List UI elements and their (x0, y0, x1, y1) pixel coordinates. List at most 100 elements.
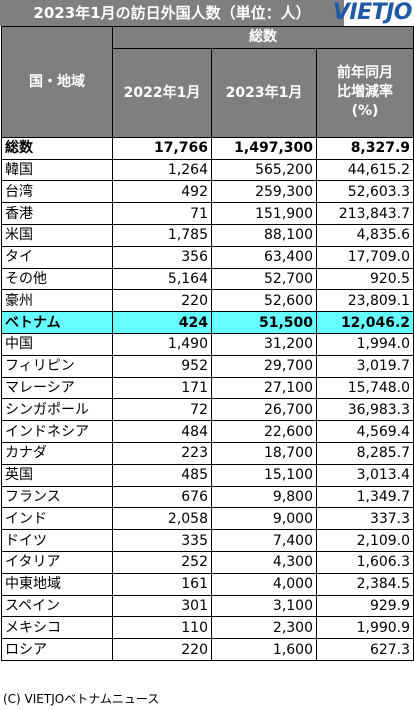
change-rate: 4,835.6 (315, 223, 414, 247)
value-2022: 252 (112, 550, 212, 574)
value-2023: 4,300 (211, 550, 317, 574)
value-2022: 952 (112, 354, 212, 378)
value-2023: 9,000 (211, 507, 317, 531)
region-name: フィリピン (1, 354, 113, 378)
table-row: その他 5,164 52,700 920.5 (1, 267, 414, 291)
change-rate: 4,569.4 (315, 420, 414, 443)
header-change-label: 前年同月比増減率(%) (337, 65, 394, 120)
value-2022: 301 (112, 594, 212, 618)
value-2023: 1,600 (211, 638, 317, 661)
change-rate: 2,384.5 (315, 572, 414, 596)
table-row: 英国 485 15,100 3,013.4 (1, 463, 414, 487)
change-rate: 929.9 (315, 594, 414, 618)
value-2023: 26,700 (211, 398, 317, 422)
value-2023: 88,100 (211, 223, 317, 247)
table-row: フランス 676 9,800 1,349.7 (1, 485, 414, 509)
region-name: マレーシア (1, 376, 113, 400)
region-name: 台湾 (1, 180, 113, 204)
change-rate: 1,994.0 (315, 332, 414, 356)
table-row: メキシコ 110 2,300 1,990.9 (1, 616, 414, 640)
change-rate: 3,019.7 (315, 354, 414, 378)
change-rate: 627.3 (315, 638, 414, 661)
region-name: 中東地域 (1, 572, 113, 596)
region-name: フランス (1, 485, 113, 509)
table-row: タイ 356 63,400 17,709.0 (1, 245, 414, 269)
value-2022: 484 (112, 420, 212, 443)
region-name: その他 (1, 267, 113, 291)
region-name: メキシコ (1, 616, 113, 640)
change-rate: 1,606.3 (315, 550, 414, 574)
region-name: イタリア (1, 550, 113, 574)
change-rate: 44,615.2 (315, 158, 414, 182)
region-name: インドネシア (1, 420, 113, 443)
value-2022: 485 (112, 463, 212, 487)
table-row: マレーシア 171 27,100 15,748.0 (1, 376, 414, 400)
vietjo-logo[interactable]: VIETJO (332, 0, 413, 25)
value-2022: 171 (112, 376, 212, 400)
header-region: 国・地域 (1, 26, 113, 138)
value-2022: 5,164 (112, 267, 212, 291)
table-row: インドネシア 484 22,600 4,569.4 (1, 420, 414, 443)
value-2023: 18,700 (211, 441, 317, 465)
region-name: ベトナム (1, 311, 113, 334)
table-row: 中国 1,490 31,200 1,994.0 (1, 332, 414, 356)
value-2023: 2,300 (211, 616, 317, 640)
change-rate: 8,285.7 (315, 441, 414, 465)
total-row: 総数 17,766 1,497,300 8,327.9 (1, 136, 414, 160)
change-rate: 213,843.7 (315, 202, 414, 225)
change-rate: 23,809.1 (315, 289, 414, 313)
change-rate: 36,983.3 (315, 398, 414, 422)
value-2023: 259,300 (211, 180, 317, 204)
visitor-table: 国・地域 総数 2022年1月 2023年1月 前年同月比増減率(%) 総数 17… (1, 26, 414, 661)
change-rate: 2,109.0 (315, 529, 414, 552)
value-2023: 4,000 (211, 572, 317, 596)
value-2022: 424 (112, 311, 212, 334)
value-2022: 110 (112, 616, 212, 640)
value-2022: 220 (112, 289, 212, 313)
region-name: 米国 (1, 223, 113, 247)
value-2022: 356 (112, 245, 212, 269)
table-row: インド 2,058 9,000 337.3 (1, 507, 414, 531)
value-2023: 9,800 (211, 485, 317, 509)
value-2023: 52,700 (211, 267, 317, 291)
value-2022: 17,766 (112, 136, 212, 160)
header-change: 前年同月比増減率(%) (315, 47, 414, 138)
change-rate: 15,748.0 (315, 376, 414, 400)
header-2022: 2022年1月 (112, 47, 212, 138)
change-rate: 920.5 (315, 267, 414, 291)
region-name: 総数 (1, 136, 113, 160)
value-2023: 27,100 (211, 376, 317, 400)
value-2022: 72 (112, 398, 212, 422)
value-2022: 1,264 (112, 158, 212, 182)
table-row: イタリア 252 4,300 1,606.3 (1, 550, 414, 574)
change-rate: 12,046.2 (315, 311, 414, 334)
region-name: タイ (1, 245, 113, 269)
change-rate: 8,327.9 (315, 136, 414, 160)
value-2022: 223 (112, 441, 212, 465)
region-name: 豪州 (1, 289, 113, 313)
region-name: ドイツ (1, 529, 113, 552)
value-2023: 63,400 (211, 245, 317, 269)
table-row: 韓国 1,264 565,200 44,615.2 (1, 158, 414, 182)
region-name: 中国 (1, 332, 113, 356)
table-row: カナダ 223 18,700 8,285.7 (1, 441, 414, 465)
value-2023: 29,700 (211, 354, 317, 378)
change-rate: 1,990.9 (315, 616, 414, 640)
table-body: 総数 17,766 1,497,300 8,327.9 韓国 1,264 565,200 44… (1, 136, 414, 661)
value-2023: 151,900 (211, 202, 317, 225)
table-row: スペイン 301 3,100 929.9 (1, 594, 414, 618)
value-2022: 1,490 (112, 332, 212, 356)
value-2023: 3,100 (211, 594, 317, 618)
value-2022: 161 (112, 572, 212, 596)
value-2023: 565,200 (211, 158, 317, 182)
value-2023: 52,600 (211, 289, 317, 313)
table-title: 2023年1月の訪日外国人数（単位：人） (0, 0, 344, 26)
change-rate: 3,013.4 (315, 463, 414, 487)
value-2023: 7,400 (211, 529, 317, 552)
value-2023: 51,500 (211, 311, 317, 334)
region-name: ロシア (1, 638, 113, 661)
table-row: 中東地域 161 4,000 2,384.5 (1, 572, 414, 596)
value-2023: 31,200 (211, 332, 317, 356)
region-name: スペイン (1, 594, 113, 618)
value-2022: 676 (112, 485, 212, 509)
